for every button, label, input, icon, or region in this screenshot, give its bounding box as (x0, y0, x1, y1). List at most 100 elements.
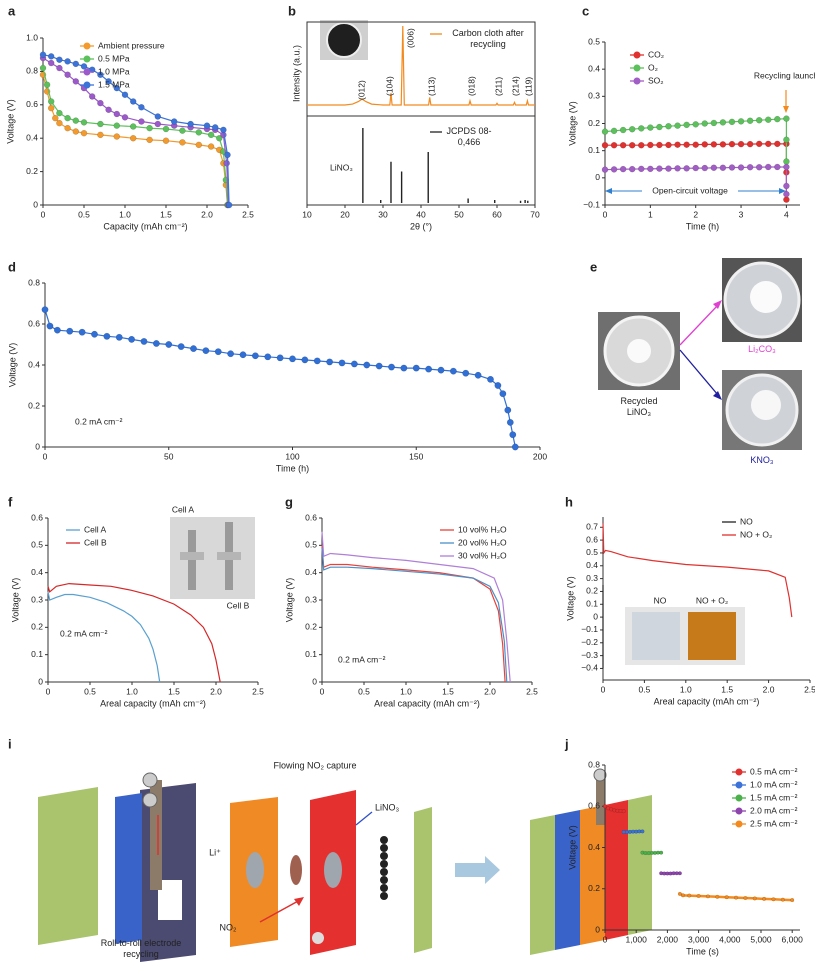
legend-label: Cell A (84, 524, 107, 534)
data-point (771, 897, 776, 902)
annotation: NO (654, 595, 667, 605)
data-point (165, 341, 173, 348)
caption: Recycled LiNO₃ (620, 396, 658, 417)
data-point (78, 328, 86, 336)
peak-label: (214) (510, 76, 520, 96)
data-point (80, 129, 88, 137)
legend-label: 1.5 MPa (98, 79, 130, 89)
data-point (601, 141, 609, 149)
data-point (113, 122, 121, 129)
data-point (129, 98, 137, 105)
roller (142, 772, 158, 788)
data-point (719, 119, 727, 126)
data-point (640, 829, 645, 834)
y-tick-label: 0.5 (31, 540, 43, 550)
y-tick-label: 0.8 (26, 66, 38, 76)
x-tick-label: 0.5 (84, 686, 96, 696)
y-tick-label: 0.4 (26, 132, 38, 142)
x-tick-label: 200 (533, 451, 547, 461)
peak-label: (012) (356, 80, 366, 100)
y-tick-label: 0.2 (588, 883, 600, 893)
data-point (223, 160, 230, 167)
data-point (375, 362, 383, 370)
x-tick-label: 50 (454, 209, 464, 219)
y-tick-label: 0.6 (31, 512, 43, 522)
x-tick-label: 3 (739, 209, 744, 219)
data-point (97, 120, 104, 128)
x-tick-label: 0.5 (358, 686, 370, 696)
panel-label: i (8, 736, 12, 751)
data-point (412, 364, 420, 372)
data-point (765, 116, 772, 123)
y-tick-label: −0.1 (581, 624, 598, 634)
data-point (692, 141, 699, 148)
y-tick-label: 0.2 (31, 622, 43, 632)
data-point (687, 893, 692, 898)
x-axis-title: Time (h) (276, 463, 309, 473)
y-tick-label: 0.2 (28, 400, 40, 410)
arrow-head (294, 897, 304, 906)
data-point (56, 56, 63, 63)
data-point (64, 114, 71, 122)
data-point (301, 356, 309, 364)
x-tick-label: 1.5 (168, 686, 180, 696)
data-point (313, 357, 321, 365)
x-axis-title: Time (s) (686, 946, 719, 956)
data-point (737, 140, 745, 148)
diagram-label: Li⁺ (209, 847, 221, 857)
data-point (264, 353, 272, 361)
hole (324, 852, 342, 888)
data-point (80, 119, 88, 126)
x-tick-label: 0 (320, 686, 325, 696)
x-tick-label: 2,000 (657, 934, 679, 944)
legend-label: 0.5 MPa (98, 53, 130, 63)
data-point (783, 196, 790, 203)
y-axis-title: Voltage (V) (10, 578, 20, 623)
y-tick-label: 0.4 (586, 560, 598, 570)
data-point (227, 350, 235, 358)
data-point (783, 136, 790, 144)
data-point (701, 120, 709, 127)
y-tick-label: −0.3 (581, 650, 598, 660)
x-tick-label: 1.0 (126, 686, 138, 696)
y-tick-label: 0 (595, 924, 600, 934)
legend-marker (735, 794, 743, 802)
data-point (762, 896, 767, 901)
data-point (665, 141, 672, 149)
roller (142, 792, 158, 808)
data-point (746, 117, 754, 125)
data-point (674, 141, 681, 148)
legend-marker (83, 81, 91, 89)
y-tick-label: 0.8 (28, 277, 40, 287)
photo-sample (750, 281, 782, 313)
data-point (619, 165, 627, 173)
x-axis-title: 2θ (°) (410, 221, 432, 231)
peak-label: (113) (426, 77, 436, 96)
y-tick-label: 0.2 (26, 166, 38, 176)
hole (246, 852, 264, 888)
slab (414, 807, 432, 953)
x-tick-label: 6,000 (782, 934, 804, 944)
data-point (719, 141, 727, 148)
data-point (601, 166, 609, 173)
data-point (97, 99, 104, 107)
x-tick-label: 0 (603, 934, 608, 944)
data-point (64, 71, 71, 78)
legend-marker (83, 55, 91, 63)
data-point (680, 893, 686, 898)
data-point (216, 134, 223, 142)
legend-label: 1.0 MPa (98, 66, 130, 76)
legend-label: CO₂ (648, 49, 664, 59)
arrow (679, 304, 719, 346)
data-point (146, 136, 153, 144)
data-point (91, 330, 98, 338)
slab (38, 787, 98, 945)
arrow-head (783, 106, 789, 113)
data-point (121, 91, 129, 99)
legend-label: 0.5 mA cm⁻² (750, 766, 798, 776)
data-point (733, 895, 739, 900)
data-point (783, 182, 790, 190)
series-line (321, 545, 506, 683)
